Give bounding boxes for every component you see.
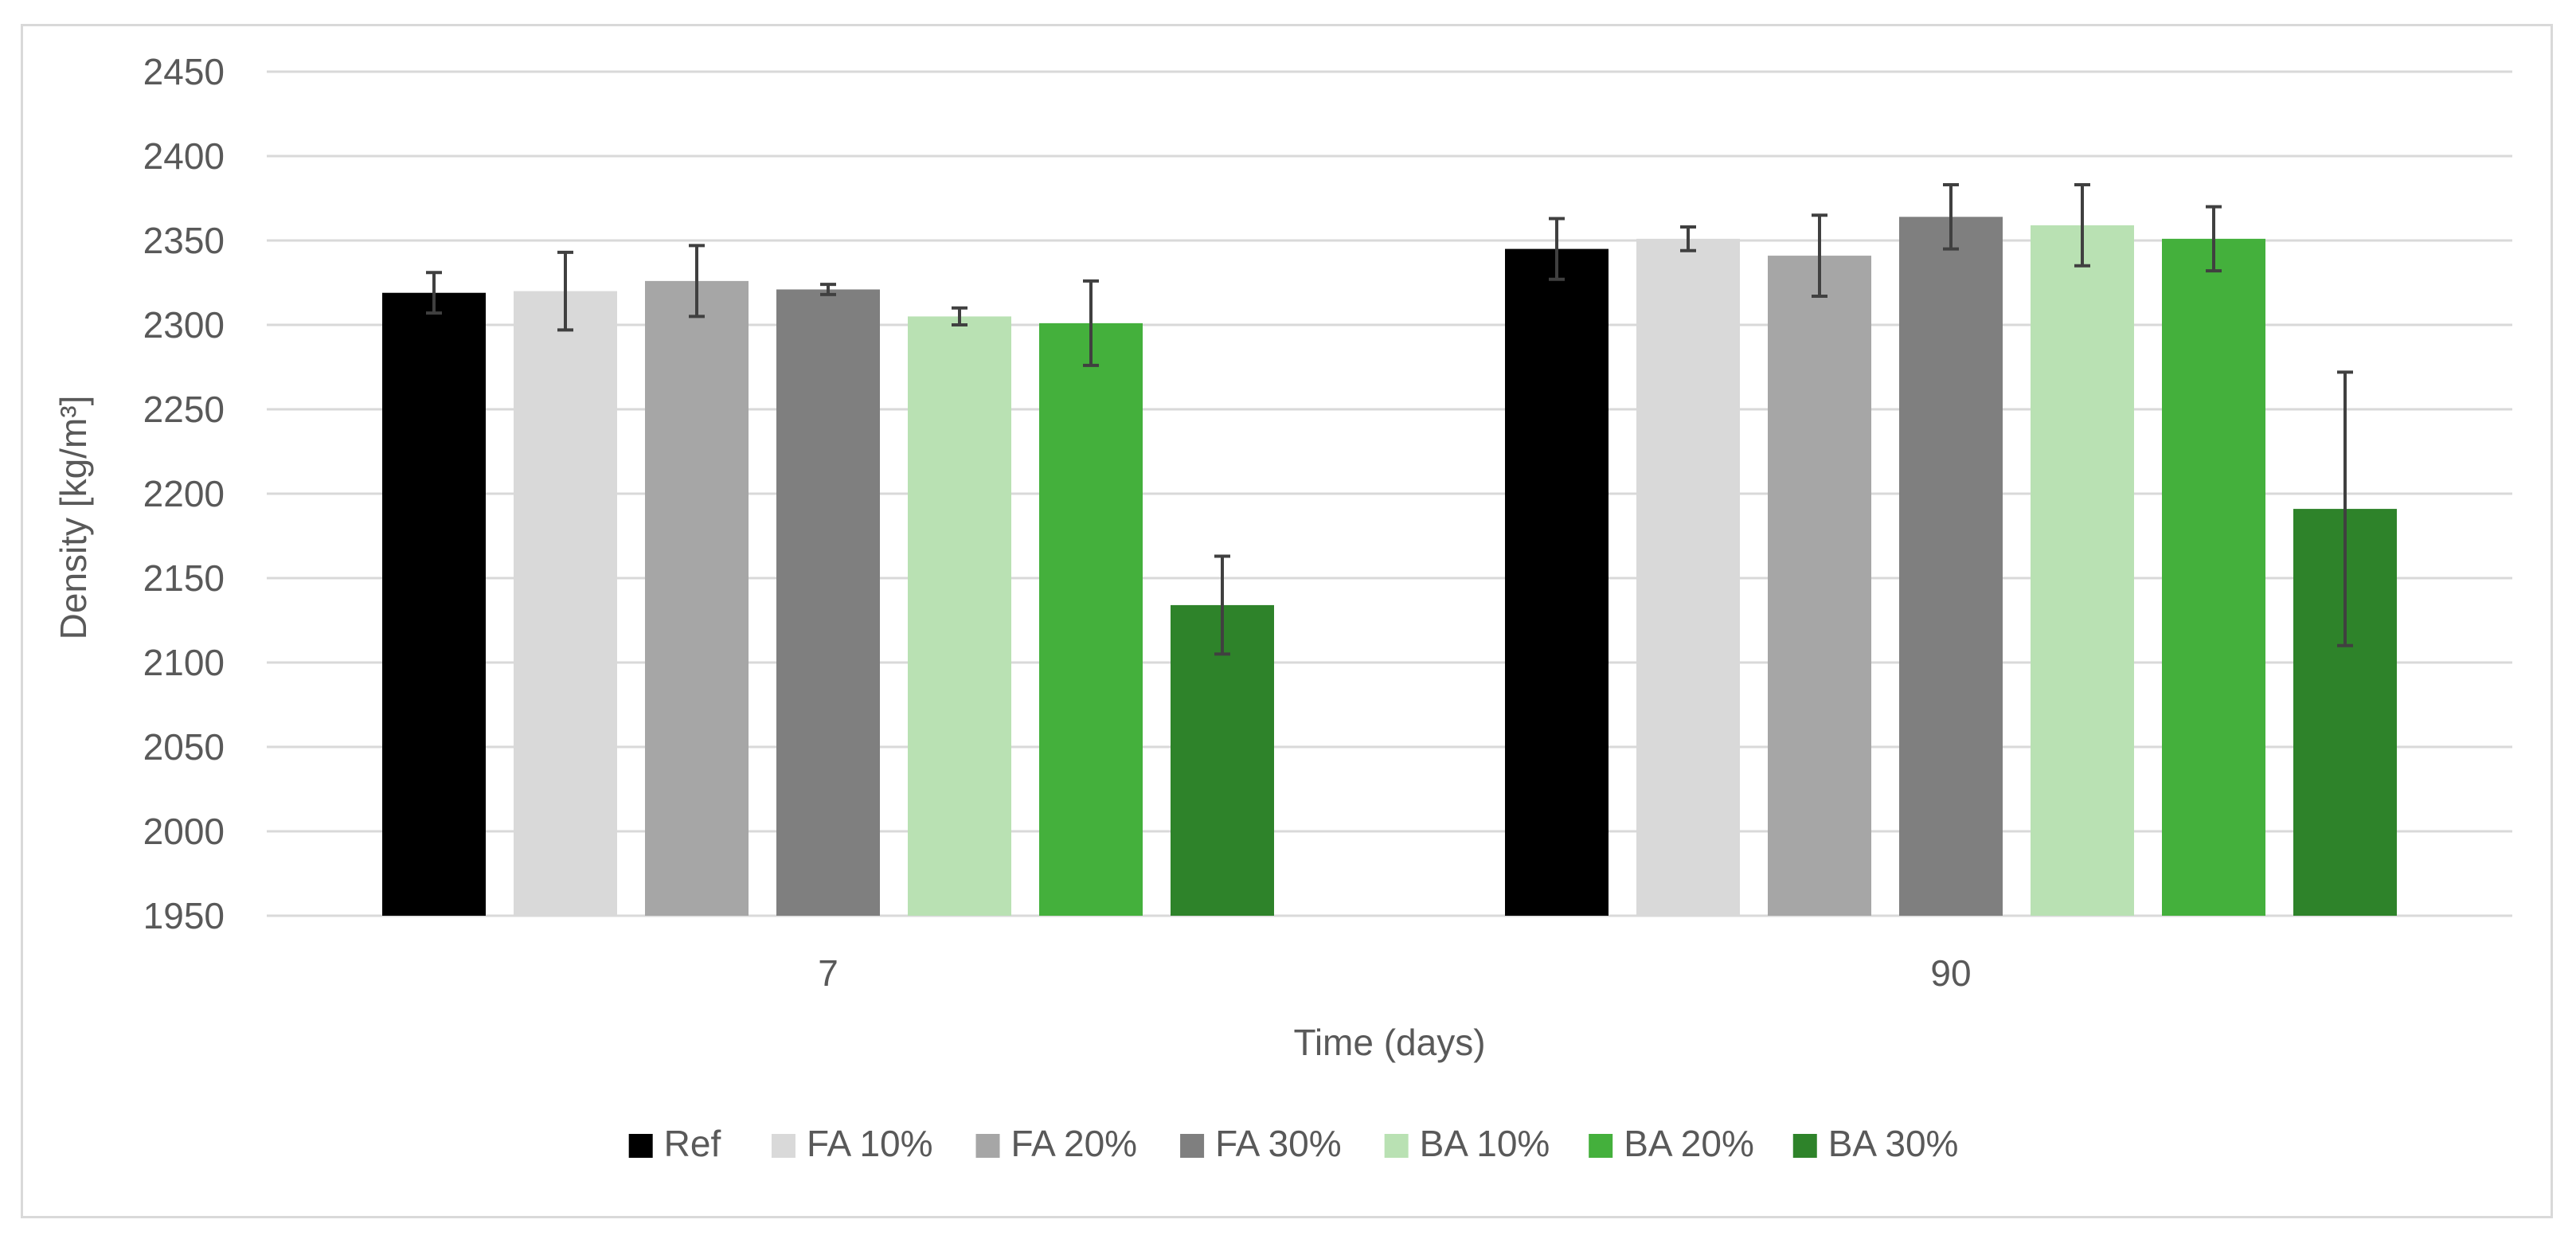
bar [908, 316, 1011, 916]
legend-label: FA 30% [1215, 1123, 1342, 1164]
legend-item: BA 30% [1792, 1123, 1959, 1164]
y-tick-label: 2300 [143, 304, 225, 346]
legend: Ref FA 10% FA 20% FA 30% BA 10% BA 20% BA 30% [628, 1123, 1959, 1164]
legend-swatch [1792, 1134, 1817, 1158]
legend-item: FA 20% [975, 1123, 1138, 1164]
bar [2031, 225, 2134, 916]
legend-swatch [1589, 1134, 1613, 1158]
y-tick-label: 2400 [143, 135, 225, 177]
error-bars [426, 183, 2353, 656]
x-tick-label: 90 [1930, 952, 1971, 994]
legend-swatch [975, 1134, 1000, 1158]
legend-label: FA 20% [1011, 1123, 1138, 1164]
legend-item: Ref [628, 1123, 721, 1164]
y-axis-title: Density [kg/m³] [53, 396, 94, 640]
y-tick-label: 2100 [143, 642, 225, 683]
bar [1505, 248, 1609, 917]
bar [645, 280, 749, 916]
y-tick-label: 2350 [143, 220, 225, 261]
legend-item: BA 10% [1384, 1123, 1550, 1164]
y-tick-label: 2450 [143, 51, 225, 92]
x-tick-labels: 7 90 [818, 952, 1971, 994]
x-axis-title: Time (days) [1293, 1022, 1485, 1063]
bar [2162, 238, 2265, 916]
bar [1039, 322, 1143, 916]
gridlines [267, 70, 2512, 917]
legend-label: BA 30% [1828, 1123, 1959, 1164]
bar [382, 292, 486, 917]
y-tick-labels: 1950 2000 2050 2100 2150 2200 2250 2300 2350 2400… [143, 51, 225, 936]
legend-swatch [1384, 1134, 1409, 1158]
bar [514, 291, 617, 917]
bar [1768, 256, 1871, 917]
y-tick-label: 1950 [143, 895, 225, 936]
legend-label: BA 10% [1420, 1123, 1550, 1164]
legend-swatch [628, 1134, 653, 1158]
x-tick-label: 7 [818, 952, 838, 994]
bars [382, 217, 2397, 917]
legend-item: FA 30% [1180, 1123, 1342, 1164]
bar [1636, 238, 1740, 916]
y-tick-label: 2250 [143, 389, 225, 430]
y-tick-label: 2050 [143, 726, 225, 768]
legend-swatch [1180, 1134, 1205, 1158]
legend-item: BA 20% [1589, 1123, 1754, 1164]
legend-swatch [771, 1134, 795, 1158]
legend-label: BA 20% [1624, 1123, 1754, 1164]
bar [1171, 604, 1274, 916]
y-tick-label: 2150 [143, 557, 225, 599]
y-tick-label: 2000 [143, 811, 225, 852]
bar [776, 289, 880, 917]
legend-item: FA 10% [771, 1123, 933, 1164]
bar [1899, 217, 2003, 916]
legend-label: FA 10% [807, 1123, 933, 1164]
legend-label: Ref [664, 1123, 721, 1164]
y-tick-label: 2200 [143, 473, 225, 514]
